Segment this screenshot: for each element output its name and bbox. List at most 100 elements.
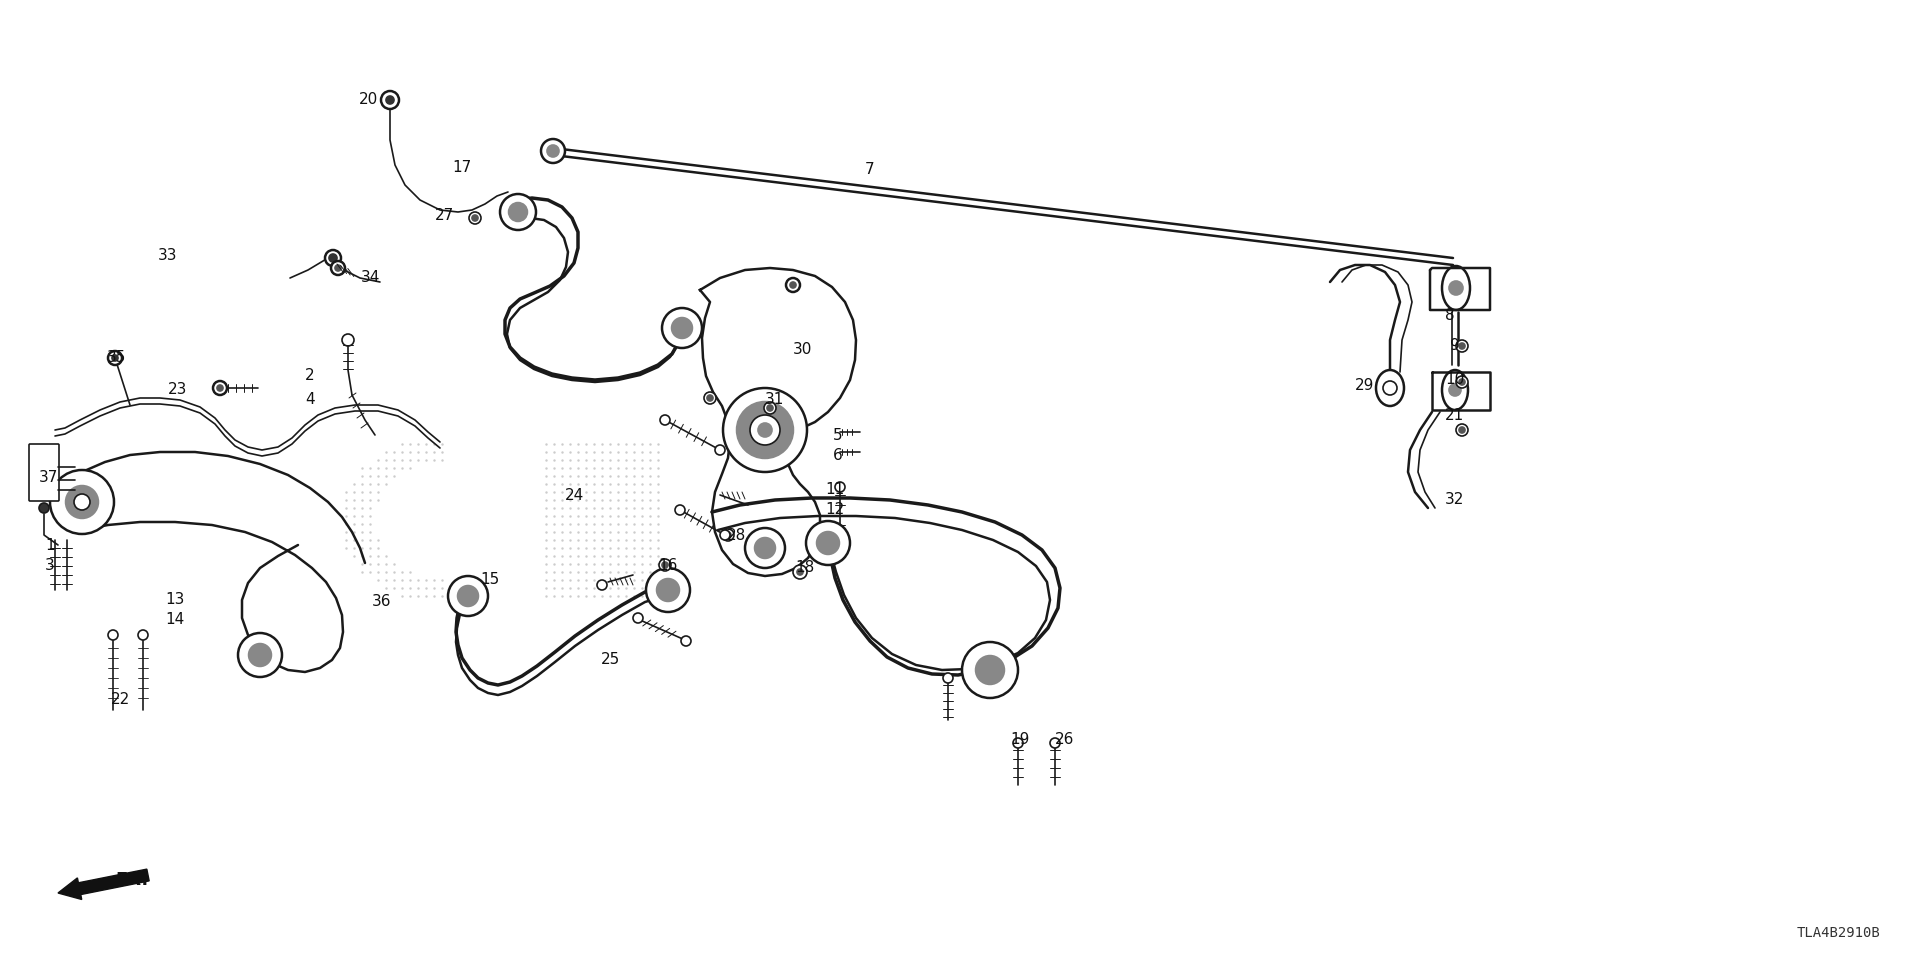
Text: 13: 13 (165, 592, 184, 608)
Text: 21: 21 (1446, 407, 1465, 422)
Circle shape (108, 351, 123, 365)
Circle shape (65, 486, 98, 518)
Ellipse shape (1377, 370, 1404, 406)
Text: 12: 12 (826, 502, 845, 517)
Circle shape (75, 494, 90, 510)
Text: 19: 19 (1010, 732, 1029, 748)
Circle shape (764, 402, 776, 414)
Circle shape (1450, 384, 1461, 396)
Text: 15: 15 (480, 572, 499, 588)
Circle shape (975, 656, 1004, 684)
Ellipse shape (1442, 370, 1469, 410)
Circle shape (1459, 379, 1465, 385)
Circle shape (108, 630, 117, 640)
Circle shape (818, 532, 839, 554)
Circle shape (238, 633, 282, 677)
Circle shape (745, 528, 785, 568)
Text: 36: 36 (372, 594, 392, 610)
Circle shape (509, 203, 526, 221)
Text: 30: 30 (793, 343, 812, 357)
Text: 6: 6 (833, 447, 843, 463)
Circle shape (1455, 424, 1469, 436)
Text: 2: 2 (305, 368, 315, 382)
Circle shape (250, 644, 271, 666)
Circle shape (758, 423, 772, 437)
Circle shape (1455, 376, 1469, 388)
Circle shape (662, 308, 703, 348)
Text: 34: 34 (361, 271, 380, 285)
Circle shape (707, 395, 712, 401)
Circle shape (468, 212, 482, 224)
Circle shape (806, 521, 851, 565)
Text: 27: 27 (436, 207, 455, 223)
Text: 17: 17 (453, 160, 472, 176)
Circle shape (1050, 738, 1060, 748)
Circle shape (499, 194, 536, 230)
Text: 26: 26 (1056, 732, 1075, 748)
Text: 3: 3 (46, 558, 56, 572)
Circle shape (1455, 340, 1469, 352)
Text: 28: 28 (728, 527, 747, 542)
Circle shape (1450, 281, 1463, 295)
Circle shape (541, 139, 564, 163)
Circle shape (459, 586, 478, 606)
Circle shape (342, 334, 353, 346)
Text: 22: 22 (109, 692, 131, 708)
Text: 23: 23 (169, 382, 188, 397)
Text: 29: 29 (1356, 377, 1375, 393)
Circle shape (751, 415, 780, 445)
Circle shape (737, 402, 793, 458)
Circle shape (1382, 381, 1398, 395)
Circle shape (682, 636, 691, 646)
Circle shape (722, 529, 733, 541)
Circle shape (835, 482, 845, 492)
Circle shape (766, 405, 774, 411)
Circle shape (657, 579, 680, 601)
Circle shape (714, 445, 726, 455)
Circle shape (472, 215, 478, 221)
Circle shape (634, 613, 643, 623)
Text: 8: 8 (1446, 307, 1455, 323)
Circle shape (724, 388, 806, 472)
Text: 20: 20 (359, 92, 378, 108)
Circle shape (645, 568, 689, 612)
Text: 5: 5 (833, 427, 843, 443)
Circle shape (50, 470, 113, 534)
Text: 14: 14 (165, 612, 184, 628)
Ellipse shape (1442, 266, 1471, 310)
Circle shape (330, 261, 346, 275)
Circle shape (386, 96, 394, 104)
Text: 37: 37 (38, 470, 58, 486)
Circle shape (672, 318, 691, 338)
Circle shape (111, 355, 117, 361)
Circle shape (213, 381, 227, 395)
Text: 35: 35 (108, 350, 127, 366)
Text: 4: 4 (305, 393, 315, 407)
Circle shape (705, 392, 716, 404)
Text: FR.: FR. (115, 871, 148, 889)
Text: 7: 7 (866, 162, 876, 178)
Circle shape (962, 642, 1018, 698)
Circle shape (676, 505, 685, 515)
Circle shape (597, 580, 607, 590)
Circle shape (726, 532, 732, 538)
Text: TLA4B2910B: TLA4B2910B (1797, 926, 1880, 940)
Circle shape (1459, 343, 1465, 349)
Text: 16: 16 (659, 558, 678, 572)
Circle shape (334, 265, 342, 271)
Circle shape (797, 569, 803, 575)
Circle shape (217, 385, 223, 391)
Circle shape (720, 530, 730, 540)
Circle shape (662, 562, 668, 568)
Circle shape (38, 503, 50, 513)
Text: 31: 31 (764, 393, 783, 407)
Text: 33: 33 (157, 248, 179, 262)
Text: 25: 25 (601, 653, 620, 667)
Circle shape (380, 91, 399, 109)
FancyBboxPatch shape (29, 444, 60, 501)
Circle shape (447, 576, 488, 616)
Circle shape (1459, 427, 1465, 433)
Circle shape (755, 538, 776, 558)
Circle shape (660, 415, 670, 425)
Circle shape (1014, 738, 1023, 748)
